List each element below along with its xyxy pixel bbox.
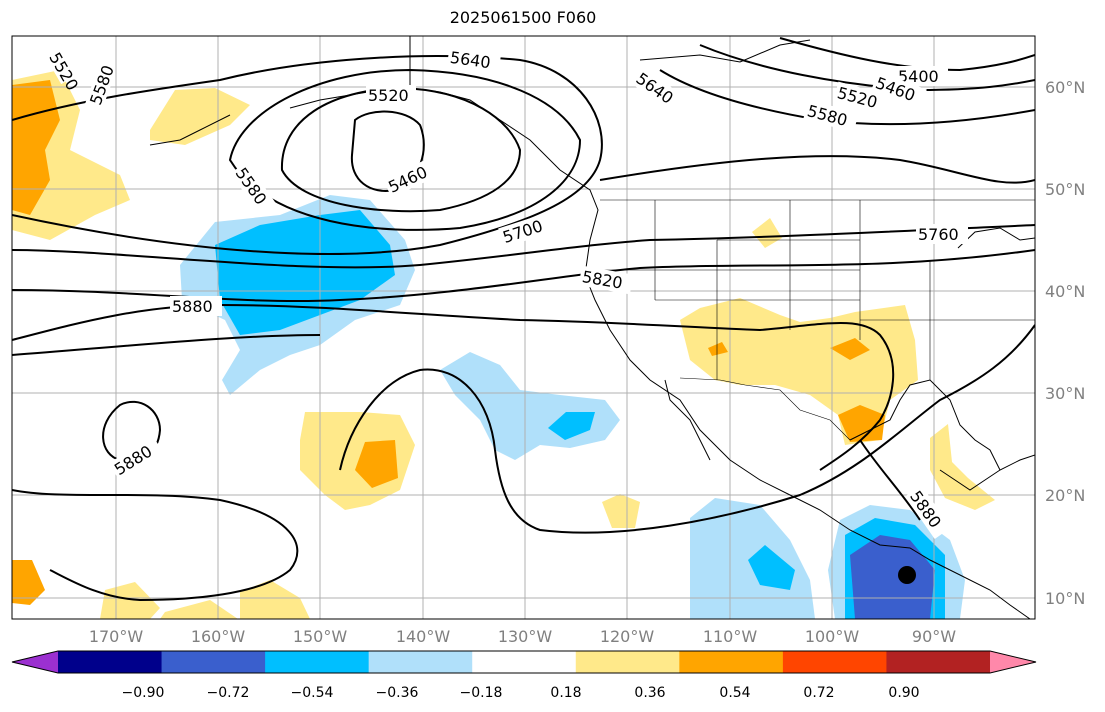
map-panel: 5520 5580 5640 5520 5460 5580 5700 5820 … (12, 36, 1035, 619)
colorbar-tick-label: 0.72 (803, 685, 834, 701)
latitude-label: 50°N (1045, 180, 1085, 199)
negative-anomaly-pacific-core (215, 210, 395, 335)
longitude-label: 150°W (293, 627, 348, 646)
colorbar-tick-label: −0.36 (376, 685, 419, 701)
positive-anomaly-subtropics (300, 412, 415, 510)
colorbar-segment (886, 651, 991, 673)
colorbar-extend-high (990, 651, 1036, 673)
positive-anomaly-nw-core (12, 80, 60, 215)
positive-anomaly-sw4 (240, 580, 310, 619)
map-title: 2025061500 F060 (449, 8, 597, 27)
positive-anomaly-small (752, 218, 782, 248)
black-dot-marker (898, 566, 916, 584)
colorbar-tick-label: 0.18 (550, 685, 581, 701)
longitude-label: 160°W (191, 627, 246, 646)
colorbar-tick-label: 0.90 (888, 685, 919, 701)
colorbar-segment (575, 651, 680, 673)
colorbar-segment (161, 651, 266, 673)
colorbar-segment (368, 651, 473, 673)
longitude-label: 110°W (703, 627, 758, 646)
negative-anomaly-south-core (748, 545, 795, 590)
colorbar (11, 650, 1037, 674)
colorbar-segment (472, 651, 577, 673)
colorbar-extend-low (12, 651, 58, 673)
colorbar-tick-label: −0.54 (291, 685, 334, 701)
colorbar-tick-label: −0.18 (460, 685, 503, 701)
colorbar-tick-label: −0.72 (207, 685, 250, 701)
latitude-labels: 60°N 50°N 40°N 30°N 20°N 10°N (1045, 78, 1085, 608)
negative-anomaly-central-core (548, 412, 595, 440)
positive-anomaly-baja (602, 494, 640, 528)
latitude-label: 30°N (1045, 384, 1085, 403)
latitude-label: 60°N (1045, 78, 1085, 97)
positive-anomaly-sw1 (12, 560, 45, 605)
colorbar-tick-label: −0.90 (122, 685, 165, 701)
colorbar-segment (782, 651, 887, 673)
longitude-label: 130°W (498, 627, 553, 646)
positive-anomaly-sw2 (100, 582, 160, 619)
longitude-label: 170°W (89, 627, 144, 646)
contour-label: 5760 (918, 225, 959, 244)
positive-anomaly-gulf (930, 424, 995, 510)
positive-anomaly-az-core (708, 342, 728, 356)
map-frame (11, 35, 1036, 620)
political-borders (600, 199, 1035, 441)
longitude-label: 120°W (600, 627, 655, 646)
longitude-labels: 170°W 160°W 150°W 140°W 130°W 120°W 110°… (89, 627, 956, 646)
positive-anomaly-texas-core (838, 405, 885, 442)
colorbar-segment (58, 651, 163, 673)
colorbar-tick-label: 0.54 (719, 685, 750, 701)
contour-label: 5400 (898, 67, 939, 86)
colorbar-tick-label: 0.36 (634, 685, 665, 701)
longitude-label: 90°W (912, 627, 956, 646)
positive-anomaly-oklahoma-core (830, 338, 870, 360)
positive-anomaly-alaska (150, 88, 250, 145)
colorbar-segment (265, 651, 370, 673)
contour-label: 5880 (172, 297, 213, 316)
latitude-label: 10°N (1045, 589, 1085, 608)
latitude-label: 20°N (1045, 486, 1085, 505)
colorbar-tick-labels: −0.90 −0.72 −0.54 −0.36 −0.18 0.18 0.36 … (122, 685, 920, 701)
longitude-label: 140°W (396, 627, 451, 646)
longitude-label: 100°W (805, 627, 860, 646)
contour-label: 5520 (368, 86, 409, 105)
latitude-label: 40°N (1045, 282, 1085, 301)
colorbar-outline (11, 650, 1037, 674)
colorbar-segment (679, 651, 784, 673)
positive-anomaly-subtropics-core (355, 440, 398, 488)
